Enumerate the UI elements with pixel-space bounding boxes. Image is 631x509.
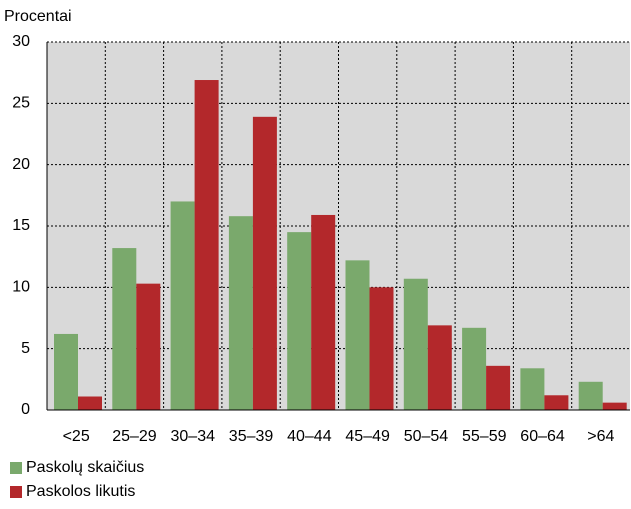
y-tick-label: 25 [12,95,30,112]
y-tick-label: 0 [21,401,30,418]
y-tick-label: 5 [21,340,30,357]
x-tick-label: 60–64 [520,428,565,445]
x-tick-label: 35–39 [229,428,274,445]
x-tick-label: 40–44 [287,428,332,445]
bar [228,216,253,410]
bar [345,260,370,410]
bar [602,402,627,410]
bar [54,333,78,410]
y-tick-label: 20 [12,156,30,173]
bar [578,381,603,410]
x-tick-label: 50–54 [404,428,449,445]
bar [287,232,312,410]
bar [311,214,336,410]
x-tick-label: 25–29 [112,428,157,445]
bar [462,327,487,410]
legend-label: Paskolos likutis [26,483,135,500]
bar [520,368,545,410]
legend-swatch [10,462,22,474]
y-tick-label: 30 [12,33,30,50]
bar [194,80,219,410]
bar [486,365,511,410]
bar [252,116,277,411]
y-axis-label: Procentai [4,8,72,25]
bar [78,396,102,410]
bar [112,248,137,410]
x-tick-label: 55–59 [462,428,507,445]
x-tick-label: 45–49 [345,428,390,445]
bar [427,325,452,410]
bar [136,283,161,410]
x-tick-label: >64 [587,428,614,445]
bar [544,395,569,410]
legend-swatch [10,486,22,498]
x-tick-label: <25 [63,428,90,445]
legend-label: Paskolų skaičius [26,459,144,476]
y-tick-label: 10 [12,279,30,296]
bar [403,278,428,410]
x-tick-label: 30–34 [171,428,216,445]
bar [369,287,394,410]
bar [170,201,195,410]
y-tick-label: 15 [12,217,30,234]
